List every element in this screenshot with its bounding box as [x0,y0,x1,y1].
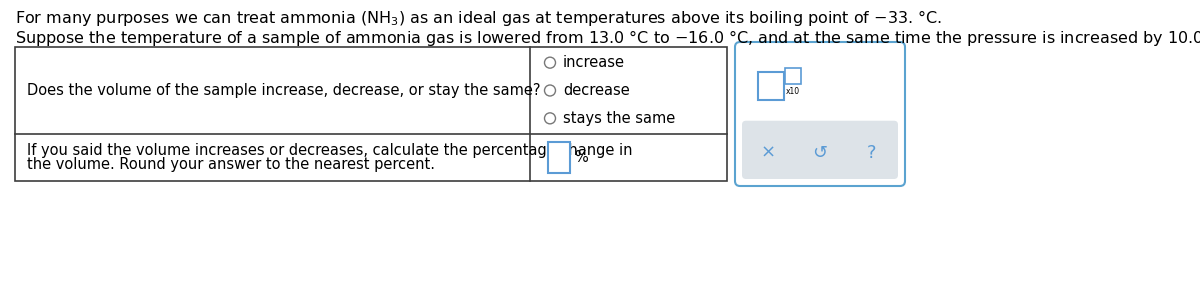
Text: ?: ? [868,144,877,162]
Text: %: % [574,150,588,165]
Text: stays the same: stays the same [563,111,676,126]
Text: Does the volume of the sample increase, decrease, or stay the same?: Does the volume of the sample increase, … [28,83,540,98]
Text: Suppose the temperature of a sample of ammonia gas is lowered from 13.0 °C to $-: Suppose the temperature of a sample of a… [14,28,1200,48]
Text: ×: × [761,144,775,162]
FancyBboxPatch shape [742,121,898,179]
Text: If you said the volume increases or decreases, calculate the percentage change i: If you said the volume increases or decr… [28,144,632,158]
Bar [548,142,570,173]
Bar [785,68,802,84]
FancyBboxPatch shape [734,42,905,186]
Bar [14,47,727,181]
Text: decrease: decrease [563,83,630,98]
Text: increase: increase [563,55,625,70]
Text: ↺: ↺ [812,144,828,162]
Text: x10: x10 [786,87,800,96]
Text: the volume. Round your answer to the nearest percent.: the volume. Round your answer to the nea… [28,157,436,171]
Text: For many purposes we can treat ammonia $\left(\mathrm{NH_3}\right)$ as an ideal : For many purposes we can treat ammonia $… [14,8,942,28]
Bar [758,72,784,100]
